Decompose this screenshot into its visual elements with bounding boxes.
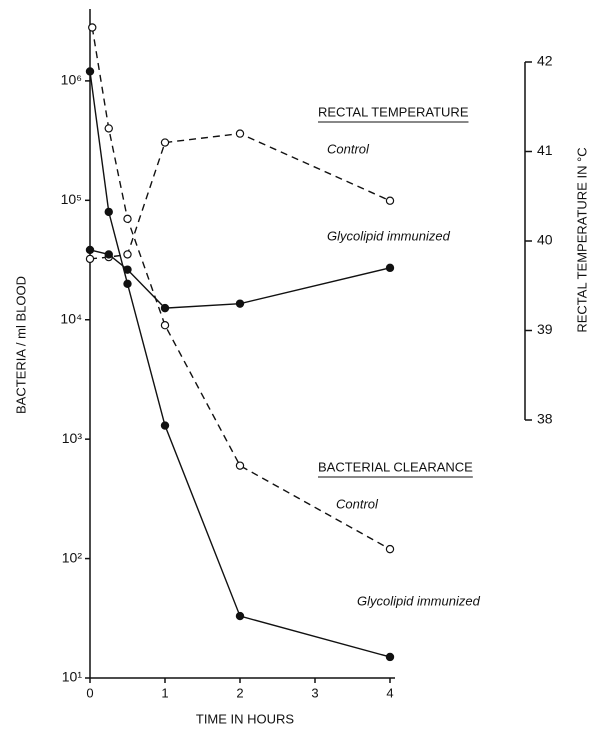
series-line xyxy=(89,71,391,658)
data-point xyxy=(385,544,395,554)
y-tick-label: 10⁵ xyxy=(61,191,82,207)
series-label: Control xyxy=(327,141,370,156)
y-tick-label: 10⁴ xyxy=(60,310,82,326)
series-line xyxy=(91,27,391,550)
x-tick-label: 3 xyxy=(311,685,318,700)
data-point xyxy=(385,196,395,205)
y-tick-label: 10² xyxy=(62,549,83,565)
data-point xyxy=(235,611,245,621)
data-point xyxy=(123,250,132,259)
data-point xyxy=(88,23,97,32)
series-label: Control xyxy=(336,496,379,511)
data-point xyxy=(235,299,245,308)
y-tick-label: 10¹ xyxy=(62,669,83,685)
y2-tick-label: 41 xyxy=(537,142,553,158)
data-point xyxy=(85,245,95,255)
series-label: Glycolipid immunized xyxy=(357,593,481,608)
data-point xyxy=(235,129,245,138)
data-point xyxy=(160,321,170,330)
data-point xyxy=(160,421,170,430)
group-label: BACTERIAL CLEARANCE xyxy=(318,459,473,474)
data-point xyxy=(160,303,170,313)
data-point xyxy=(85,254,95,264)
data-point xyxy=(160,138,170,147)
group-label: RECTAL TEMPERATURE xyxy=(318,104,469,119)
y2-axis-title: RECTAL TEMPERATURE IN °C xyxy=(574,147,589,332)
data-point xyxy=(385,263,395,273)
x-tick-label: 4 xyxy=(386,685,393,700)
y-tick-label: 10⁶ xyxy=(61,72,82,88)
data-point xyxy=(85,67,95,76)
y-axis-title: BACTERIA / ml BLOOD xyxy=(13,276,28,414)
y-tick-label: 10³ xyxy=(62,430,83,446)
series-line xyxy=(89,249,391,309)
y2-tick-label: 40 xyxy=(537,232,553,248)
y2-tick-label: 39 xyxy=(537,321,553,337)
x-tick-label: 0 xyxy=(86,685,93,700)
data-point xyxy=(123,214,132,224)
data-point xyxy=(385,652,395,662)
x-tick-label: 1 xyxy=(161,685,168,700)
data-point xyxy=(104,207,113,217)
data-point xyxy=(104,250,113,259)
data-point xyxy=(235,461,245,470)
y2-tick-label: 38 xyxy=(537,411,553,427)
series-label: Glycolipid immunized xyxy=(327,228,451,243)
x-axis-title: TIME IN HOURS xyxy=(196,711,295,726)
data-point xyxy=(104,124,113,133)
data-point xyxy=(123,279,132,288)
x-tick-label: 2 xyxy=(236,685,243,700)
y2-tick-label: 42 xyxy=(537,53,553,69)
